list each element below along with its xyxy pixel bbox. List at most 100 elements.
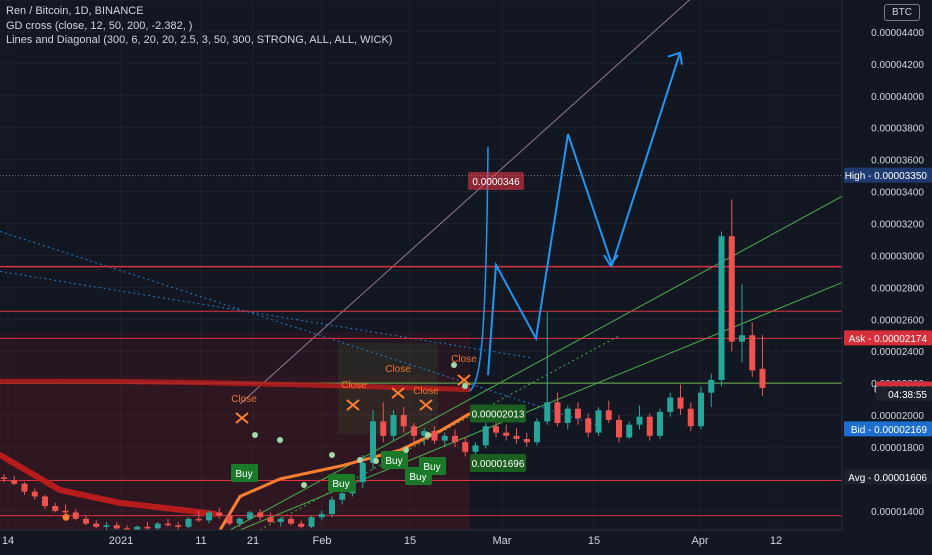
candle-body [462,442,469,452]
signal-dot [301,482,307,488]
candle [288,515,294,526]
projection-path [487,52,681,376]
candle-body [585,418,592,433]
candle-body [493,426,499,433]
signal-dot [252,432,258,438]
projection-arrowhead [667,51,683,65]
candle-body [370,421,376,463]
candle [534,418,540,446]
diagonal-blue-dotted [0,231,601,427]
candle-body [52,506,59,511]
candle-body [698,392,704,427]
candle [575,402,581,425]
candle [667,392,674,417]
signal-dot [425,432,431,438]
price-tick-label: 0.00003600 [871,156,924,167]
candle-body [544,402,551,422]
candle [718,231,725,387]
candle-body [513,435,520,440]
price-tick-label: 0.00002600 [871,315,924,326]
candle [400,407,407,433]
time-axis: 14 2021 11 21 Feb 15 Mar 15 Apr 12 [0,529,932,550]
candle [267,512,274,524]
candle [452,429,458,447]
candle [626,421,633,440]
price-tick-label: 0.00002400 [871,347,924,358]
support-label-text: 0.00001696 [472,459,525,470]
price-level-badge-text: Avg - 0.00001606 [848,473,927,484]
support-label-bg [470,404,526,423]
candle [308,515,315,529]
support-label-bg [470,453,526,472]
signal-dot [329,452,335,458]
buy-signal: Buy [231,464,258,482]
price-axis: 0.000014000.000016000.000018000.00002000… [841,0,932,550]
time-tick-label: Feb [313,535,332,547]
candle [11,475,18,486]
currency-badge[interactable]: BTC [884,4,920,21]
candle [42,494,48,510]
time-tick-label: Apr [691,535,708,547]
support-label-text: 0.00002013 [472,409,525,420]
candle-body [503,432,510,436]
price-tick-label: 0.00003000 [871,251,924,262]
candle-body [616,419,622,438]
buy-signal-bg [328,474,355,492]
candle [113,522,120,530]
price-tick-label: 0.00004400 [871,28,924,39]
candle [175,522,182,530]
candle-body [554,402,561,424]
price-tick-label: 0.00002000 [871,411,924,422]
candle [441,432,448,447]
candle-body [103,525,110,527]
candle [93,520,100,529]
candle [236,517,243,527]
buy-signal-bg [231,464,258,482]
candle-body [390,415,397,436]
candle-body [329,499,335,515]
support-label: 0.00001696 [470,453,526,472]
price-level-badge-text: High - 0.00003350 [845,171,928,182]
price-level-badge: 04:38:55 [876,386,932,402]
price-level-badge-bg [844,469,932,485]
candle-body [226,515,233,524]
candle [72,509,79,521]
candle-body [564,408,571,424]
candle-body [1,477,7,479]
candle-body [400,415,407,427]
candle-body [657,411,663,436]
close-signal-x [346,399,360,411]
candle-body [728,236,735,342]
candle [554,392,561,427]
candle [21,482,28,495]
candle-body [124,528,130,530]
candle-body [605,410,612,420]
price-level-badge-text: 04:38:55 [888,390,927,401]
candle [749,322,756,377]
symbol-title[interactable]: Ren / Bitcoin, 1D, BINANCE [6,5,144,17]
candle-body [93,523,100,527]
candle-body [636,416,643,425]
candle [636,405,643,430]
candle [431,426,438,444]
signal-dot [462,383,468,389]
candle [1,474,7,483]
candle [503,424,510,441]
candle-body [646,416,653,436]
candle-body [534,421,540,443]
time-tick-label: 2021 [109,535,133,547]
candle-body [626,424,633,438]
candle-body [72,512,79,519]
candle [195,510,202,523]
candle [605,400,612,424]
indicator-lines-diagonal[interactable]: Lines and Diagonal (300, 6, 20, 20, 2.5,… [6,34,393,46]
candle [83,515,89,526]
candle-body [749,335,756,371]
indicator-gd-cross[interactable]: GD cross (close, 12, 50, 200, -2.382, ) [6,19,193,32]
candle [247,510,253,521]
candle [523,432,530,447]
candle-body [595,410,602,433]
candle [257,509,264,521]
candle-body [236,518,243,524]
